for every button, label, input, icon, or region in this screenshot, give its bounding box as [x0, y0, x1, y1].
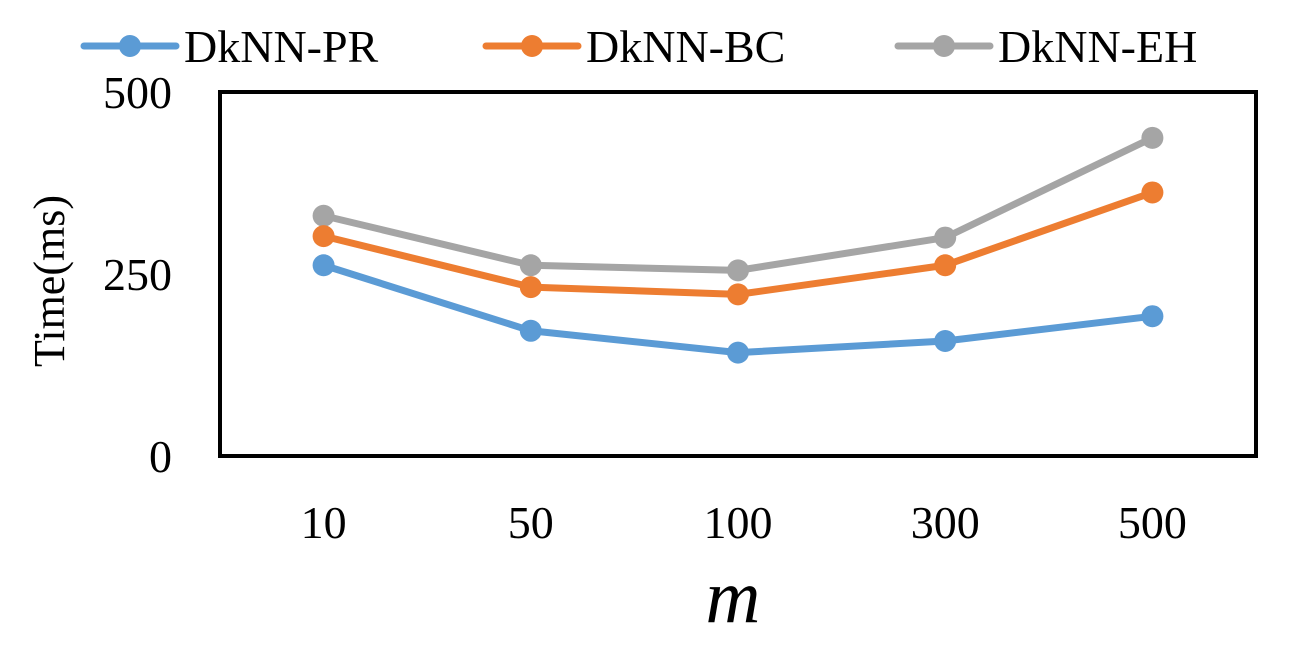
x-tick-label: 50: [508, 497, 554, 548]
data-point: [1141, 126, 1164, 149]
data-point: [727, 259, 749, 282]
data-point: [519, 254, 542, 277]
x-tick-label: 10: [301, 497, 347, 548]
y-axis-title: Time(ms): [25, 195, 74, 367]
x-tick-label: 300: [911, 497, 980, 548]
x-tick-label: 100: [704, 497, 773, 548]
data-point: [312, 254, 335, 277]
x-axis-title: m: [706, 555, 761, 639]
legend-item: DkNN-PR: [80, 21, 379, 72]
series-dknn-bc: [312, 181, 1164, 306]
data-point: [312, 225, 335, 248]
legend: DkNN-PR DkNN-BC DkNN-EH: [80, 21, 1197, 72]
series-dknn-pr: [312, 254, 1164, 364]
y-axis-ticks: 0 250 500: [103, 67, 172, 482]
data-point: [934, 254, 957, 277]
legend-item: DkNN-BC: [482, 21, 785, 72]
legend-marker: [933, 35, 955, 57]
legend-marker: [119, 35, 141, 57]
legend-label: DkNN-EH: [998, 21, 1197, 72]
data-point: [934, 226, 957, 249]
legend-label: DkNN-BC: [586, 21, 785, 72]
series-dknn-eh: [312, 126, 1164, 282]
data-point: [727, 283, 749, 306]
series-layer: [312, 126, 1164, 364]
data-point: [1141, 181, 1164, 204]
y-tick-label: 250: [103, 249, 172, 300]
data-point: [1141, 305, 1164, 328]
data-point: [934, 329, 957, 352]
y-tick-label: 0: [149, 431, 172, 482]
x-axis-ticks: 10 50 100 300 500: [301, 497, 1187, 548]
legend-marker: [521, 35, 543, 57]
data-point: [519, 276, 542, 299]
data-point: [727, 341, 749, 364]
data-point: [312, 204, 335, 227]
y-tick-label: 500: [103, 67, 172, 118]
legend-item: DkNN-EH: [894, 21, 1197, 72]
data-point: [519, 319, 542, 342]
legend-label: DkNN-PR: [184, 21, 379, 72]
x-tick-label: 500: [1118, 497, 1187, 548]
